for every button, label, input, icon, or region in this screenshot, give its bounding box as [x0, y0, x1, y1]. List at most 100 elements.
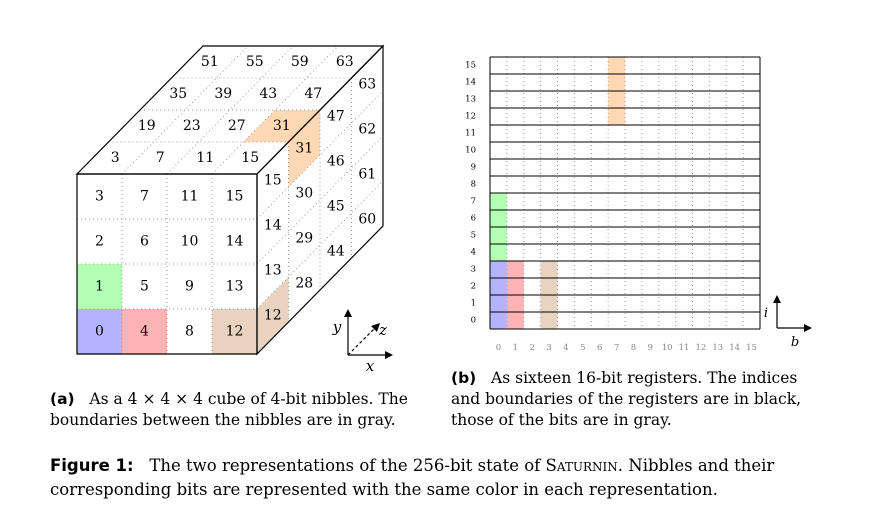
bit-index-label: 14 [729, 343, 740, 353]
side-cell-label: 63 [358, 77, 376, 93]
axis-y-arrow [344, 309, 352, 317]
bit-index-label: 11 [679, 343, 690, 353]
register-index-label: 2 [471, 282, 476, 292]
axis-x-label: x [366, 357, 375, 375]
caption-b-line2: and boundaries of the registers are in b… [451, 390, 802, 408]
bit-blue [490, 278, 507, 295]
register-index-label: 10 [465, 146, 476, 156]
bit-index-label: 0 [496, 343, 501, 353]
bit-blue [490, 312, 507, 329]
side-cell-label: 15 [264, 173, 282, 189]
axis-z-arrow [371, 323, 380, 332]
front-cell-label: 12 [226, 324, 244, 340]
figure-caption-line2: corresponding bits are represented with … [50, 480, 718, 499]
register-index-label: 8 [471, 180, 476, 190]
bit-index-label: 2 [529, 343, 534, 353]
front-cell-label: 15 [226, 189, 244, 205]
caption-a: (a) As a 4 × 4 × 4 cube of 4-bit nibbles… [50, 389, 430, 431]
front-cell-label: 1 [95, 279, 104, 295]
bit-index-label: 10 [662, 343, 673, 353]
bit-index-label: 1 [513, 343, 518, 353]
caption-a-line1: As a 4 × 4 × 4 cube of 4-bit nibbles. Th… [89, 390, 408, 408]
top-cell-label: 15 [241, 150, 259, 166]
top-cell-label: 47 [304, 86, 322, 102]
top-cell-label: 43 [259, 86, 277, 102]
bit-index-label: 3 [546, 343, 551, 353]
front-cell-label: 14 [226, 234, 244, 250]
axis-b-arrow [804, 324, 812, 332]
bit-index-label: 7 [614, 343, 619, 353]
bit-index-label: 12 [696, 343, 707, 353]
register-index-label: 15 [465, 61, 476, 71]
side-face-outline [256, 44, 384, 356]
cipher-name: Saturnin [545, 456, 618, 475]
side-cell-label: 45 [327, 199, 345, 215]
side-cell-label: 62 [358, 122, 376, 138]
bit-green [490, 193, 507, 210]
bit-index-label: 13 [712, 343, 723, 353]
front-cell-label: 0 [95, 324, 104, 340]
register-index-label: 13 [465, 95, 476, 105]
side-cell-label: 29 [295, 231, 313, 247]
top-cell-label: 63 [336, 54, 354, 70]
front-cell-label: 5 [140, 279, 149, 295]
front-cell-label: 11 [181, 189, 199, 205]
register-index-label: 12 [465, 112, 476, 122]
side-cell-label: 12 [264, 308, 282, 324]
bit-tan [540, 295, 558, 312]
bit-red [506, 312, 524, 329]
top-cell-label: 59 [291, 54, 309, 70]
bit-blue [490, 261, 507, 278]
side-cell-31 [288, 110, 320, 187]
top-cell-label: 7 [156, 150, 165, 166]
bit-tan [540, 312, 558, 329]
bit-tan [540, 278, 558, 295]
side-cell-label: 47 [327, 109, 345, 125]
top-grid-depth [166, 45, 294, 175]
front-cell-label: 2 [95, 234, 104, 250]
front-cell-1 [77, 264, 122, 309]
figure-caption-text1: The two representations of the 256-bit s… [149, 456, 541, 475]
side-cell-label: 28 [295, 276, 313, 292]
bit-index-label: 8 [631, 343, 636, 353]
caption-a-line2: boundaries between the nibbles are in gr… [50, 411, 396, 429]
top-cell-label: 35 [169, 86, 187, 102]
front-cell-4 [122, 309, 167, 354]
bit-red [506, 295, 524, 312]
side-cell-12 [257, 277, 289, 354]
front-cell-0 [77, 309, 122, 354]
top-cell-label: 19 [138, 118, 156, 134]
top-cell-label: 51 [201, 54, 219, 70]
bit-tan [540, 261, 558, 278]
caption-a-tag: (a) [50, 390, 75, 408]
bit-orange [608, 91, 625, 108]
side-cell-label: 61 [358, 167, 376, 183]
bit-red [506, 278, 524, 295]
front-cell-label: 7 [140, 189, 149, 205]
register-index-label: 3 [471, 265, 476, 275]
bit-orange [608, 108, 625, 125]
figure-caption-text1-end: . Nibbles and their [617, 456, 775, 475]
caption-b: (b) As sixteen 16-bit registers. The ind… [451, 368, 831, 431]
register-index-label: 11 [465, 129, 476, 139]
front-cell-label: 10 [181, 234, 199, 250]
axis-z-label: z [378, 321, 387, 339]
caption-b-line1: As sixteen 16-bit registers. The indices [491, 369, 798, 387]
top-cell-31 [243, 110, 320, 142]
bit-green [490, 244, 507, 261]
bit-index-label: 5 [580, 343, 585, 353]
bit-index-label: 9 [648, 343, 653, 353]
axis-i-arrow [773, 295, 781, 303]
front-cell-label: 3 [95, 189, 104, 205]
figure-caption-tag: Figure 1: [50, 456, 134, 475]
axis-z-line [347, 326, 377, 356]
bit-orange [608, 74, 625, 91]
register-index-label: 6 [471, 214, 476, 224]
top-cell-label: 39 [214, 86, 232, 102]
bit-index-label: 15 [746, 343, 757, 353]
register-index-label: 5 [471, 231, 476, 241]
side-cell-label: 30 [295, 186, 313, 202]
bit-index-label: 4 [563, 343, 568, 353]
